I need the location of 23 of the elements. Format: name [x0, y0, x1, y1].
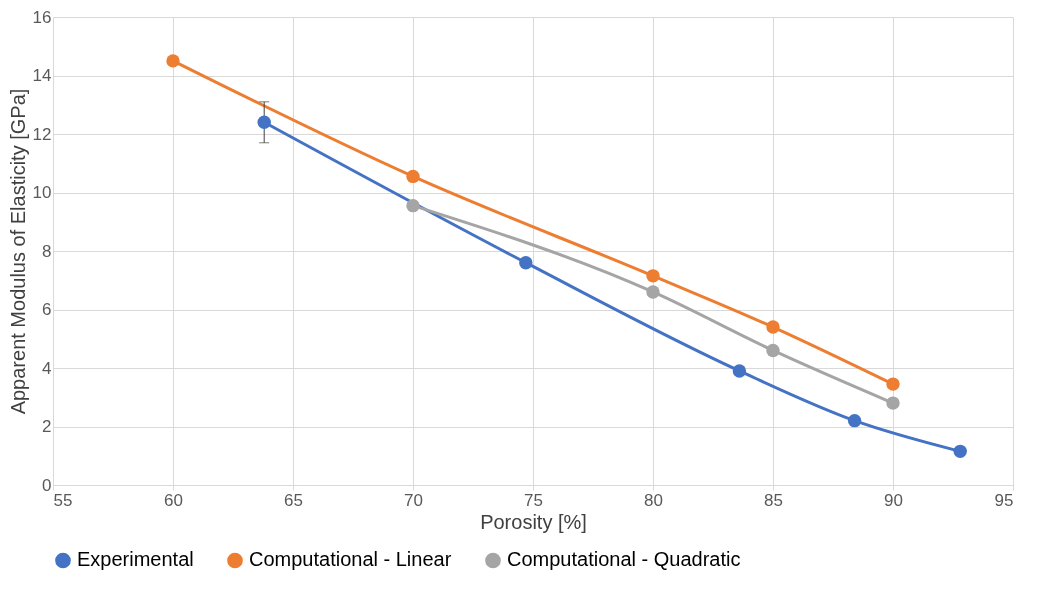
x-tick-label: 85	[764, 490, 783, 510]
legend-label: Experimental	[77, 548, 194, 571]
x-tick-label: 80	[644, 490, 663, 510]
y-tick-label: 12	[32, 124, 52, 144]
x-tick-label: 70	[404, 490, 423, 510]
y-tick-label: 10	[32, 183, 52, 202]
x-tick-label: 55	[53, 490, 73, 510]
y-tick-label: 16	[32, 7, 52, 27]
y-tick-label: 8	[42, 241, 52, 261]
x-tick-label: 90	[884, 490, 903, 510]
y-tick-label: 4	[42, 358, 52, 378]
x-tick-label: 60	[164, 490, 183, 510]
x-tick-label: 65	[284, 490, 303, 510]
y-tick-label: 2	[42, 417, 52, 436]
legend-label: Computational - Linear	[249, 548, 452, 571]
y-tick-label: 6	[42, 300, 52, 319]
x-tick-label: 95	[994, 490, 1014, 510]
legend-label: Computational - Quadratic	[507, 548, 741, 571]
y-tick-label: 14	[32, 66, 52, 85]
y-tick-label: 0	[42, 475, 52, 495]
y-axis-title: Apparent Modulus of Elasticity [GPa]	[6, 88, 29, 415]
x-axis-title: Porosity [%]	[480, 510, 587, 533]
x-tick-label: 75	[524, 490, 543, 510]
